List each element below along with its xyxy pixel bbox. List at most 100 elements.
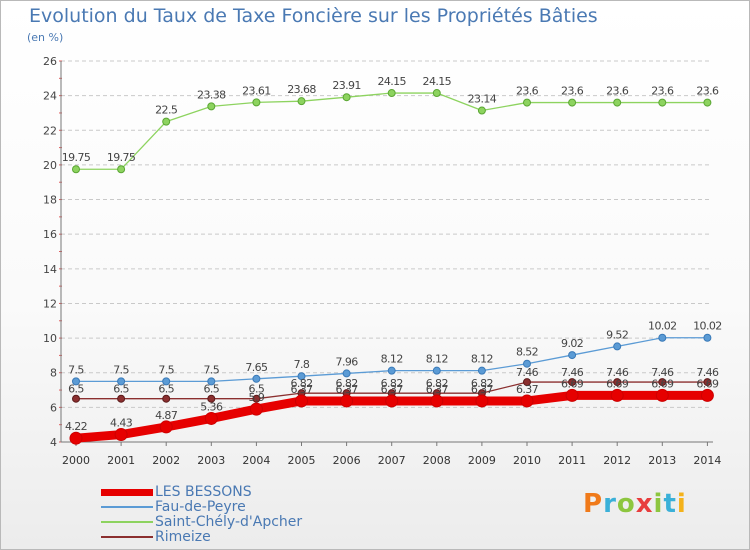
x-tick-label: 2013 (648, 454, 676, 467)
data-label: 23.38 (197, 88, 226, 101)
data-point (252, 374, 261, 383)
axes: 4 6 8 10 12 14 16 18 20 22 24 26 2000 2001 2002 2003 200… (43, 55, 721, 467)
y-tick-label: 4 (50, 436, 57, 449)
data-label: 23.6 (606, 85, 629, 98)
data-point (658, 333, 667, 342)
x-tick-label: 2005 (288, 454, 316, 467)
y-tick-label: 6 (50, 401, 57, 414)
legend-swatch (101, 521, 153, 523)
data-point (252, 98, 261, 107)
logo-letter: x (635, 489, 654, 519)
data-point (295, 394, 308, 408)
data-point (117, 394, 126, 403)
data-point (252, 394, 261, 403)
data-label: 6.37 (290, 383, 313, 396)
x-tick-label: 2008 (423, 454, 451, 467)
data-point (204, 411, 218, 425)
data-label: 6.37 (516, 383, 539, 396)
legend-label: Saint-Chély-d'Apcher (155, 514, 303, 530)
data-label: 8.12 (426, 353, 448, 366)
data-label: 6.82 (426, 377, 448, 390)
data-point (475, 394, 489, 408)
data-point (340, 394, 354, 408)
data-label: 19.75 (62, 151, 91, 164)
y-tick-label: 24 (43, 90, 57, 103)
x-tick-label: 2011 (558, 454, 586, 467)
data-label: 4.87 (155, 409, 178, 422)
data-point (568, 98, 577, 107)
y-tick-label: 8 (50, 367, 57, 380)
data-point (703, 98, 712, 107)
data-label: 6.37 (426, 383, 449, 396)
data-point (207, 377, 216, 386)
data-label: 23.14 (468, 93, 497, 106)
data-point (700, 388, 714, 402)
data-point (432, 89, 441, 98)
data-label: 8.12 (381, 353, 403, 366)
data-label: 6.69 (561, 377, 584, 390)
data-label: 6.5 (158, 383, 174, 396)
data-point (432, 366, 441, 375)
data-point (162, 394, 171, 403)
data-label: 4.43 (110, 417, 133, 430)
data-point (72, 377, 80, 386)
data-label: 9.02 (561, 337, 583, 350)
data-label: 7.5 (68, 363, 84, 376)
data-label: 23.68 (287, 83, 316, 96)
data-point (610, 388, 624, 402)
x-tick-label: 2009 (468, 454, 496, 467)
data-label: 6.5 (249, 383, 265, 396)
data-point (385, 394, 399, 408)
proxiti-logo: Proxiti (583, 489, 687, 519)
data-point (249, 402, 263, 416)
data-label: 4.22 (65, 420, 87, 433)
legend-label: Fau-de-Peyre (155, 499, 246, 515)
x-tick-label: 2001 (107, 454, 135, 467)
legend-swatch (101, 536, 153, 538)
data-label: 6.5 (68, 383, 84, 396)
data-label: 10.02 (693, 320, 722, 333)
data-point (387, 366, 396, 375)
data-label: 24.15 (423, 75, 452, 88)
data-point (565, 388, 579, 402)
data-label: 7.8 (294, 358, 310, 371)
data-label: 7.46 (696, 366, 719, 379)
data-label: 8.12 (471, 353, 493, 366)
data-label: 7.5 (113, 363, 129, 376)
legend-swatch (101, 488, 153, 496)
data-point (520, 394, 534, 408)
data-label: 7.46 (516, 366, 539, 379)
legend-label: Rimeize (155, 529, 211, 545)
data-point (117, 377, 126, 386)
x-tick-label: 2000 (62, 454, 90, 467)
logo-letter: i (676, 489, 687, 519)
y-tick-label: 14 (43, 263, 57, 276)
data-label: 6.69 (651, 377, 674, 390)
data-point (162, 117, 171, 126)
data-label: 6.82 (471, 377, 493, 390)
y-tick-label: 20 (43, 159, 57, 172)
data-label: 7.46 (651, 366, 674, 379)
unit-label: (en %) (27, 31, 64, 44)
data-label: 7.5 (203, 363, 219, 376)
y-tick-label: 18 (43, 194, 57, 207)
data-label: 6.69 (696, 377, 719, 390)
data-label: 9.52 (606, 328, 628, 341)
y-tick-label: 26 (43, 55, 57, 68)
data-point (297, 97, 306, 106)
data-label: 7.5 (158, 363, 174, 376)
data-label: 22.5 (155, 104, 178, 117)
logo-letter: t (663, 489, 677, 519)
data-label: 7.46 (561, 366, 584, 379)
grid-lines (61, 60, 709, 443)
logo-letter: P (583, 489, 604, 519)
y-tick-label: 16 (43, 228, 57, 241)
data-label: 23.91 (332, 79, 361, 92)
data-point (69, 431, 83, 445)
data-label: 7.96 (336, 355, 359, 368)
data-point (387, 89, 396, 98)
data-point (72, 165, 80, 174)
data-point (655, 388, 669, 402)
data-point (477, 106, 486, 115)
data-label: 24.15 (377, 75, 406, 88)
